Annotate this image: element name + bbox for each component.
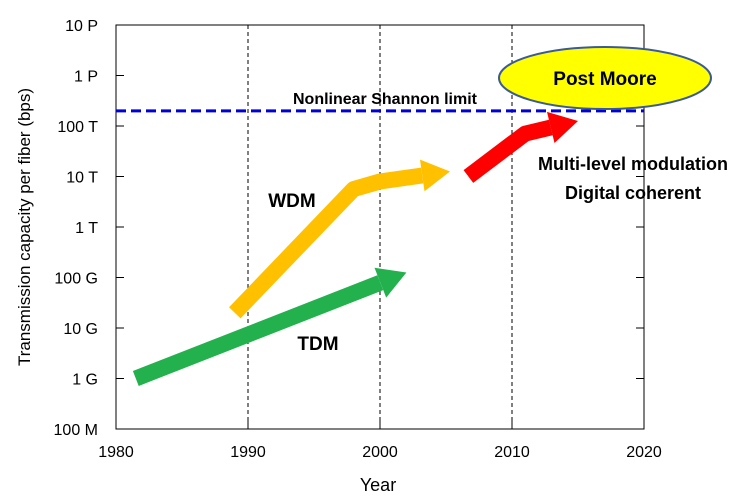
y-tick-label: 100 M xyxy=(54,422,98,439)
y-tick-label: 1 P xyxy=(74,69,98,86)
y-tick-label: 10 T xyxy=(66,170,98,187)
wdm-arrow-head xyxy=(420,159,450,192)
digital-coherent-label: Digital coherent xyxy=(565,183,701,203)
multi-level-modulation-label: Multi-level modulation xyxy=(538,154,728,174)
wdm-arrow-shaft xyxy=(229,167,424,319)
y-tick-label: 1 G xyxy=(72,372,98,389)
x-tick-label: 1980 xyxy=(98,444,134,461)
y-tick-label: 10 P xyxy=(65,18,98,35)
post-moore-ellipse xyxy=(498,46,712,110)
post-moore-label: Post Moore xyxy=(553,69,656,90)
y-tick-label: 100 T xyxy=(57,119,98,136)
dense-arrow-shaft xyxy=(463,119,553,183)
shannon-limit-label: Nonlinear Shannon limit xyxy=(293,91,478,108)
wdm-label: WDM xyxy=(268,191,315,212)
tdm-arrow-shaft xyxy=(132,275,384,386)
y-tick-label: 1 T xyxy=(75,220,98,237)
y-tick-label: 10 G xyxy=(63,321,98,338)
x-axis-label: Year xyxy=(360,475,396,495)
x-tick-label: 2020 xyxy=(626,444,662,461)
y-tick-label: 100 G xyxy=(54,271,98,288)
y-axis-label: Transmission capacity per fiber (bps) xyxy=(15,88,34,366)
dense-arrow-head xyxy=(547,111,578,143)
x-tick-label: 1990 xyxy=(230,444,266,461)
x-tick-label: 2000 xyxy=(362,444,398,461)
tdm-label: TDM xyxy=(297,334,338,355)
x-tick-label: 2010 xyxy=(494,444,530,461)
tdm-arrow-head xyxy=(374,267,407,298)
